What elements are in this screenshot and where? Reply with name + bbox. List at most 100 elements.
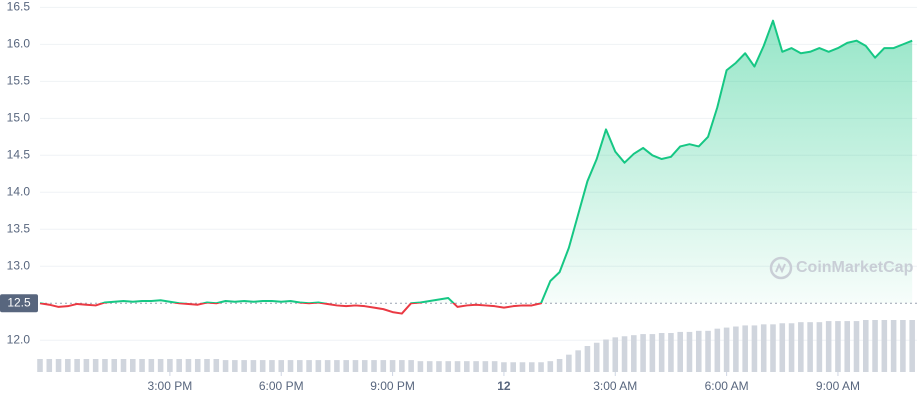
volume-bar — [46, 359, 53, 372]
volume-bar — [900, 320, 906, 372]
volume-bar — [603, 339, 609, 372]
y-tick-label: 13.5 — [7, 221, 31, 235]
volume-bar — [306, 360, 312, 372]
volume-bar — [278, 360, 285, 372]
volume-bar — [853, 321, 860, 372]
watermark: CoinMarketCap — [796, 259, 914, 276]
volume-bar — [872, 320, 878, 372]
grid — [40, 6, 917, 376]
volume-bar — [723, 327, 730, 372]
volume-bar — [788, 323, 795, 372]
volume-bar — [779, 323, 786, 372]
volume-bar — [37, 359, 43, 372]
volume-bar — [816, 322, 823, 372]
volume-bar — [130, 359, 136, 372]
y-tick-label: 12.0 — [7, 332, 31, 346]
baseline-label: 12.5 — [7, 295, 31, 309]
volume-bar — [120, 359, 127, 372]
volume-bar — [686, 331, 693, 372]
y-tick-label: 13.0 — [7, 258, 31, 272]
volume-bar — [426, 361, 433, 372]
volume-bar — [491, 361, 498, 372]
y-tick-label: 14.5 — [7, 147, 31, 161]
x-tick-label: 12 — [497, 379, 511, 393]
volume-bar — [705, 330, 711, 372]
x-tick-label: 3:00 AM — [593, 379, 637, 393]
volume-bar — [417, 361, 424, 372]
volume-bar — [835, 321, 841, 372]
volume-bar — [371, 360, 377, 372]
volume-bar — [547, 361, 554, 372]
volume-bar — [297, 360, 303, 372]
volume-bar — [167, 359, 173, 372]
x-tick-label: 6:00 PM — [259, 379, 304, 393]
x-tick-label: 9:00 PM — [370, 379, 415, 393]
y-tick-label: 15.0 — [7, 111, 31, 125]
volume-bar — [640, 334, 646, 372]
volume-bar — [194, 359, 201, 372]
price-area — [40, 20, 913, 304]
volume-bar — [668, 333, 674, 372]
volume-bar — [445, 361, 452, 372]
volume-bar — [742, 325, 748, 372]
volume-bar — [408, 360, 414, 372]
volume-bar — [501, 362, 507, 372]
volume-bar — [436, 361, 442, 372]
volume-bar — [102, 359, 108, 372]
volume-bar — [83, 359, 90, 372]
y-tick-label: 14.0 — [7, 184, 31, 198]
volume-bar — [510, 362, 516, 372]
volume-bar — [352, 360, 359, 372]
volume-bar — [464, 361, 470, 372]
volume-bar — [593, 342, 600, 372]
volume-bar — [612, 337, 619, 372]
volume-bar — [399, 360, 405, 372]
volume-bar — [760, 324, 767, 372]
volume-bar — [538, 362, 544, 372]
volume-bar — [334, 360, 340, 372]
volume-bar — [324, 360, 331, 372]
x-tick-label: 3:00 PM — [148, 379, 193, 393]
x-tick-label: 6:00 AM — [705, 379, 749, 393]
volume-bar — [733, 326, 739, 372]
volume-bar — [695, 330, 702, 372]
volume-bar — [519, 362, 526, 372]
volume-bar — [807, 322, 813, 372]
volume-bar — [909, 320, 915, 372]
volume-bar — [204, 359, 210, 372]
volume-bar — [157, 359, 164, 372]
volume-bar — [287, 360, 294, 372]
volume-bar — [65, 359, 71, 372]
volume-bar — [528, 362, 535, 372]
volume-bar — [241, 360, 247, 372]
volume-bar — [259, 360, 266, 372]
volume-bar — [222, 360, 229, 372]
volume-bars — [37, 320, 915, 372]
volume-bar — [862, 320, 869, 372]
y-tick-label: 15.5 — [7, 74, 31, 88]
volume-bar — [315, 360, 322, 372]
volume-bar — [148, 359, 155, 372]
watermark-logo — [769, 256, 793, 280]
volume-bar — [111, 359, 118, 372]
volume-bar — [714, 328, 721, 372]
volume-bar — [770, 324, 776, 372]
volume-bar — [677, 331, 683, 372]
volume-bar — [621, 336, 628, 372]
volume-bar — [631, 335, 637, 372]
volume-bar — [556, 359, 563, 372]
volume-bar — [473, 361, 479, 372]
plot — [39, 19, 917, 315]
baseline-label-box — [0, 294, 38, 313]
volume-bar — [566, 354, 572, 372]
volume-bar — [361, 360, 368, 372]
volume-bar — [575, 350, 581, 372]
price-line — [39, 19, 913, 315]
y-tick-label: 16.0 — [7, 37, 31, 51]
volume-bar — [232, 360, 238, 372]
volume-bar — [844, 321, 851, 372]
volume-bar — [92, 359, 99, 372]
volume-bar — [584, 346, 591, 372]
